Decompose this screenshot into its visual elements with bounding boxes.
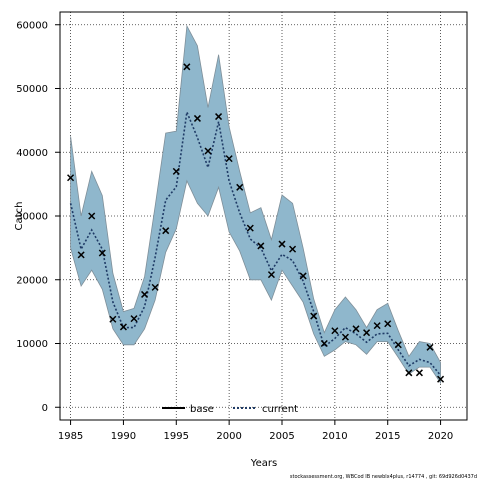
- catch-point-1992: [141, 290, 149, 298]
- catch-point-2005: [278, 240, 286, 248]
- catch-point-1997: [193, 114, 201, 122]
- catch-point-2000: [225, 155, 233, 163]
- confidence-band: [70, 24, 441, 385]
- catch-point-2001: [236, 183, 244, 191]
- y-axis-ticks: 0 10000 20000 30000 40000 50000 60000: [16, 20, 60, 414]
- catch-point-2006: [289, 245, 297, 253]
- catch-point-2008: [310, 312, 318, 320]
- catch-point-2007: [299, 272, 307, 280]
- catch-point-2011: [341, 333, 349, 341]
- catch-point-1987: [88, 212, 96, 220]
- catch-point-1999: [215, 113, 223, 121]
- catch-point-2014: [373, 322, 381, 330]
- y-tick-label-60000: 60000: [16, 20, 48, 31]
- x-tick-label-1990: 1990: [111, 431, 136, 442]
- catch-point-2016: [394, 341, 402, 349]
- y-tick-label-0: 0: [42, 403, 48, 414]
- catch-point-2009: [320, 339, 328, 348]
- catch-point-1994: [162, 227, 170, 235]
- y-axis-title: Catch: [14, 202, 25, 231]
- y-tick-label-30000: 30000: [16, 212, 48, 223]
- confidence-band-area: [70, 24, 441, 385]
- catch-point-2017: [405, 369, 413, 377]
- y-tick-label-20000: 20000: [16, 275, 48, 286]
- observed-catch-points: [67, 63, 445, 383]
- catch-point-2015: [384, 320, 392, 328]
- legend-current-label: current: [262, 404, 298, 415]
- x-axis-title: Years: [250, 458, 277, 469]
- catch-point-1986: [77, 251, 85, 259]
- x-tick-label-2000: 2000: [216, 431, 241, 442]
- legend-base-label: base: [190, 404, 214, 415]
- catch-point-2004: [267, 271, 275, 279]
- catch-point-1988: [98, 249, 106, 257]
- catch-point-2019: [426, 343, 434, 351]
- y-tick-label-40000: 40000: [16, 148, 48, 159]
- catch-point-1995: [172, 167, 180, 175]
- current-line: [69, 109, 442, 376]
- catch-point-2003: [257, 242, 265, 250]
- y-tick-label-50000: 50000: [16, 84, 48, 95]
- catch-point-1996: [183, 63, 191, 71]
- catch-point-1991: [130, 315, 138, 323]
- catch-point-2012: [352, 325, 360, 333]
- x-tick-label-2015: 2015: [375, 431, 400, 442]
- current-fit-line: [69, 109, 442, 376]
- x-tick-label-1985: 1985: [58, 431, 83, 442]
- catch-point-1998: [204, 147, 212, 155]
- legend: base current: [162, 404, 298, 415]
- catch-point-1989: [109, 315, 117, 323]
- catch-point-2018: [415, 369, 423, 377]
- catch-point-2020: [437, 375, 445, 383]
- catch-point-2013: [363, 329, 371, 337]
- catch-point-1985: [67, 174, 75, 182]
- catch-point-1993: [151, 283, 159, 291]
- y-tick-label-10000: 10000: [16, 339, 48, 350]
- x-tick-label-2020: 2020: [428, 431, 453, 442]
- x-tick-label-2010: 2010: [322, 431, 347, 442]
- footer-credit: stockassessment.org, WBCod IB newblx4plu…: [290, 474, 477, 480]
- catch-point-2010: [331, 327, 339, 335]
- catch-point-2002: [246, 224, 254, 232]
- x-tick-label-1995: 1995: [164, 431, 189, 442]
- catch-point-1990: [119, 323, 127, 331]
- x-tick-label-2005: 2005: [269, 431, 294, 442]
- x-axis-ticks: 1985 1990 1995 2000 2005 2010 2015 2020: [58, 420, 453, 442]
